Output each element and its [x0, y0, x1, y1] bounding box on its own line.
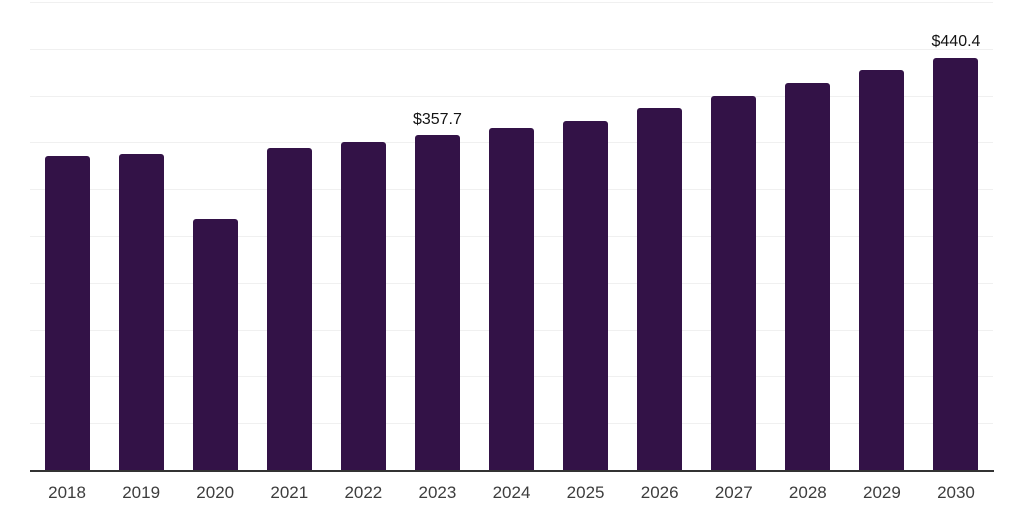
x-tick-2018: 2018	[48, 483, 86, 502]
bar-slot-2023: $357.7	[400, 2, 474, 470]
bar-2028	[785, 82, 831, 470]
bar-2020	[192, 218, 238, 470]
x-tick-2022: 2022	[344, 483, 383, 502]
x-tick-2020: 2020	[196, 483, 235, 502]
bar-slot-2028	[771, 2, 845, 470]
bar-slot-2026	[623, 2, 697, 470]
bar-slot-2019	[104, 2, 178, 470]
bar-2027	[711, 96, 757, 470]
bar-2022	[340, 141, 386, 470]
x-tick-2027: 2027	[714, 483, 753, 502]
x-tick-2030: 2030	[937, 483, 975, 502]
data-label-2023: $357.7	[412, 110, 462, 128]
bar-2018	[44, 155, 90, 470]
x-tick-2025: 2025	[566, 483, 605, 502]
bar-slot-2024	[474, 2, 548, 470]
bar-2026	[637, 107, 683, 470]
bars: $357.7 $440.4	[30, 2, 993, 470]
x-tick-2026: 2026	[640, 483, 679, 502]
bar-slot-2027	[697, 2, 771, 470]
bar-slot-2021	[252, 2, 326, 470]
bar-2024	[489, 128, 534, 470]
x-tick-2023: 2023	[418, 483, 457, 502]
plot-area: $357.7 $440.4	[30, 2, 994, 472]
bar-slot-2025	[549, 2, 623, 470]
bar-2023	[414, 135, 460, 470]
gridline-400	[30, 95, 993, 97]
data-label-2030: $440.4	[931, 33, 981, 51]
x-tick-2019: 2019	[122, 483, 161, 502]
x-tick-2029: 2029	[862, 483, 901, 502]
bar-2029	[859, 70, 905, 470]
bar-slot-2029	[845, 2, 919, 470]
bar-slot-2020	[178, 2, 252, 470]
x-tick-2028: 2028	[788, 483, 827, 502]
bar-slot-2018	[30, 2, 104, 470]
bar-2019	[118, 153, 164, 470]
x-axis-line	[30, 470, 994, 472]
x-tick-2024: 2024	[492, 483, 531, 502]
bar-2025	[563, 121, 609, 470]
bar-slot-2030: $440.4	[919, 2, 993, 470]
x-tick-2021: 2021	[270, 483, 309, 502]
gridline-500	[30, 2, 993, 3]
bar-slot-2022	[326, 2, 400, 470]
gridline-450	[30, 48, 993, 50]
bar-2030	[933, 57, 979, 470]
bar-2021	[266, 147, 312, 470]
x-axis-labels: 2018 2019 2020 2021 2022 2023 2024 2025 2026 2027…	[30, 483, 993, 503]
